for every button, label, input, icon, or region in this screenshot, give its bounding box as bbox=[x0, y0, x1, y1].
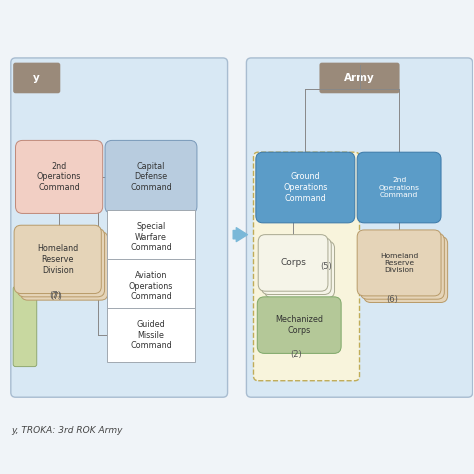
FancyBboxPatch shape bbox=[357, 230, 441, 296]
FancyBboxPatch shape bbox=[262, 238, 331, 294]
Text: 2nd
Operations
Command: 2nd Operations Command bbox=[37, 162, 82, 192]
Text: Corps: Corps bbox=[280, 258, 306, 267]
FancyBboxPatch shape bbox=[11, 58, 228, 397]
FancyBboxPatch shape bbox=[319, 63, 400, 93]
FancyBboxPatch shape bbox=[256, 152, 355, 223]
FancyBboxPatch shape bbox=[13, 286, 36, 366]
Text: (2): (2) bbox=[290, 350, 302, 359]
Text: (6): (6) bbox=[387, 295, 399, 304]
FancyBboxPatch shape bbox=[21, 232, 108, 300]
FancyBboxPatch shape bbox=[360, 233, 444, 299]
FancyBboxPatch shape bbox=[18, 228, 105, 297]
Text: 2nd
Operations
Command: 2nd Operations Command bbox=[379, 177, 419, 198]
Text: Homeland
Reserve
Division: Homeland Reserve Division bbox=[37, 244, 78, 274]
Text: Mechanized
Corps: Mechanized Corps bbox=[275, 315, 323, 335]
FancyBboxPatch shape bbox=[246, 58, 473, 397]
Text: Special
Warfare
Command: Special Warfare Command bbox=[130, 222, 172, 253]
FancyBboxPatch shape bbox=[254, 152, 359, 381]
FancyBboxPatch shape bbox=[265, 241, 335, 298]
FancyBboxPatch shape bbox=[105, 140, 197, 213]
FancyBboxPatch shape bbox=[364, 237, 447, 302]
Text: Homeland
Reserve
Division: Homeland Reserve Division bbox=[380, 253, 418, 273]
Text: Ground
Operations
Command: Ground Operations Command bbox=[283, 172, 328, 203]
FancyBboxPatch shape bbox=[14, 225, 101, 293]
FancyBboxPatch shape bbox=[108, 308, 195, 362]
FancyBboxPatch shape bbox=[258, 235, 328, 291]
FancyBboxPatch shape bbox=[108, 259, 195, 313]
FancyBboxPatch shape bbox=[108, 210, 195, 264]
FancyBboxPatch shape bbox=[13, 63, 60, 93]
Text: y, TROKA: 3rd ROK Army: y, TROKA: 3rd ROK Army bbox=[11, 426, 122, 435]
Text: Capital
Defense
Command: Capital Defense Command bbox=[130, 162, 172, 192]
FancyBboxPatch shape bbox=[357, 152, 441, 223]
FancyBboxPatch shape bbox=[257, 297, 341, 354]
Text: Army: Army bbox=[344, 73, 375, 83]
Text: y: y bbox=[33, 73, 40, 83]
Text: Guided
Missile
Command: Guided Missile Command bbox=[130, 320, 172, 350]
Text: (7): (7) bbox=[51, 292, 63, 301]
Text: (7): (7) bbox=[50, 292, 62, 301]
FancyArrowPatch shape bbox=[233, 228, 247, 242]
Text: Aviation
Operations
Command: Aviation Operations Command bbox=[129, 271, 173, 301]
FancyBboxPatch shape bbox=[16, 140, 103, 213]
Text: (5): (5) bbox=[320, 262, 332, 271]
